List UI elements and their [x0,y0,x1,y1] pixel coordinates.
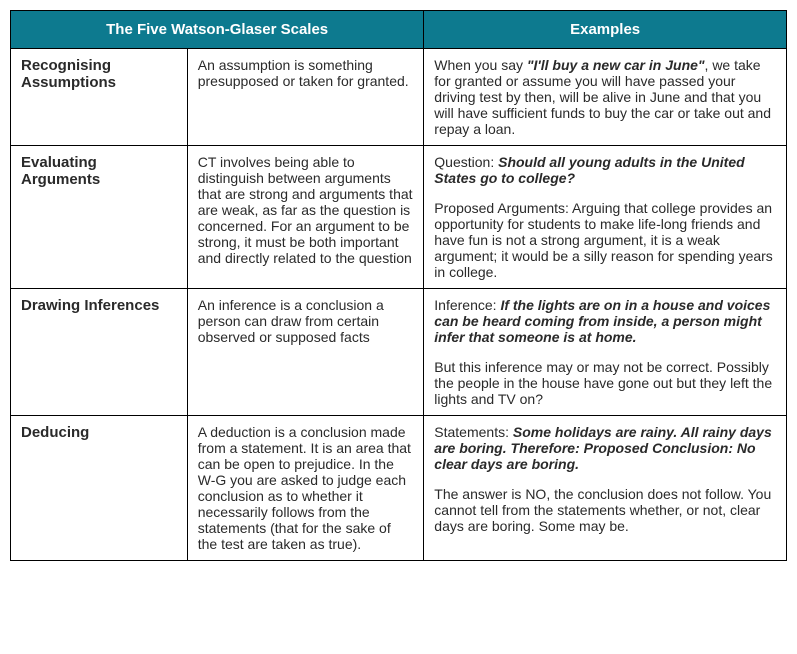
scale-example: Question: Should all young adults in the… [424,146,787,289]
watson-glaser-table: The Five Watson-Glaser Scales Examples R… [10,10,787,561]
scale-definition: CT involves being able to distinguish be… [187,146,424,289]
scale-name: Recognising Assumptions [11,49,188,146]
table-row: Deducing A deduction is a conclusion mad… [11,416,787,561]
scale-name: Evaluating Arguments [11,146,188,289]
header-examples: Examples [424,11,787,49]
example-inference-label: Inference: [434,297,500,313]
scale-name: Drawing Inferences [11,289,188,416]
table-row: Evaluating Arguments CT involves being a… [11,146,787,289]
table-header-row: The Five Watson-Glaser Scales Examples [11,11,787,49]
example-quote: "I'll buy a new car in June" [527,57,705,73]
example-pre: When you say [434,57,527,73]
scale-example: Inference: If the lights are on in a hou… [424,289,787,416]
example-body: But this inference may or may not be cor… [434,359,772,407]
table-row: Drawing Inferences An inference is a con… [11,289,787,416]
header-scales: The Five Watson-Glaser Scales [11,11,424,49]
scale-example: Statements: Some holidays are rainy. All… [424,416,787,561]
example-body: Proposed Arguments: Arguing that college… [434,200,773,280]
scale-definition: A deduction is a conclusion made from a … [187,416,424,561]
scale-definition: An assumption is something presupposed o… [187,49,424,146]
table-row: Recognising Assumptions An assumption is… [11,49,787,146]
scale-name: Deducing [11,416,188,561]
scale-definition: An inference is a conclusion a person ca… [187,289,424,416]
scale-example: When you say "I'll buy a new car in June… [424,49,787,146]
example-question-label: Question: [434,154,498,170]
example-body: The answer is NO, the conclusion does no… [434,486,771,534]
example-statements-label: Statements: [434,424,513,440]
